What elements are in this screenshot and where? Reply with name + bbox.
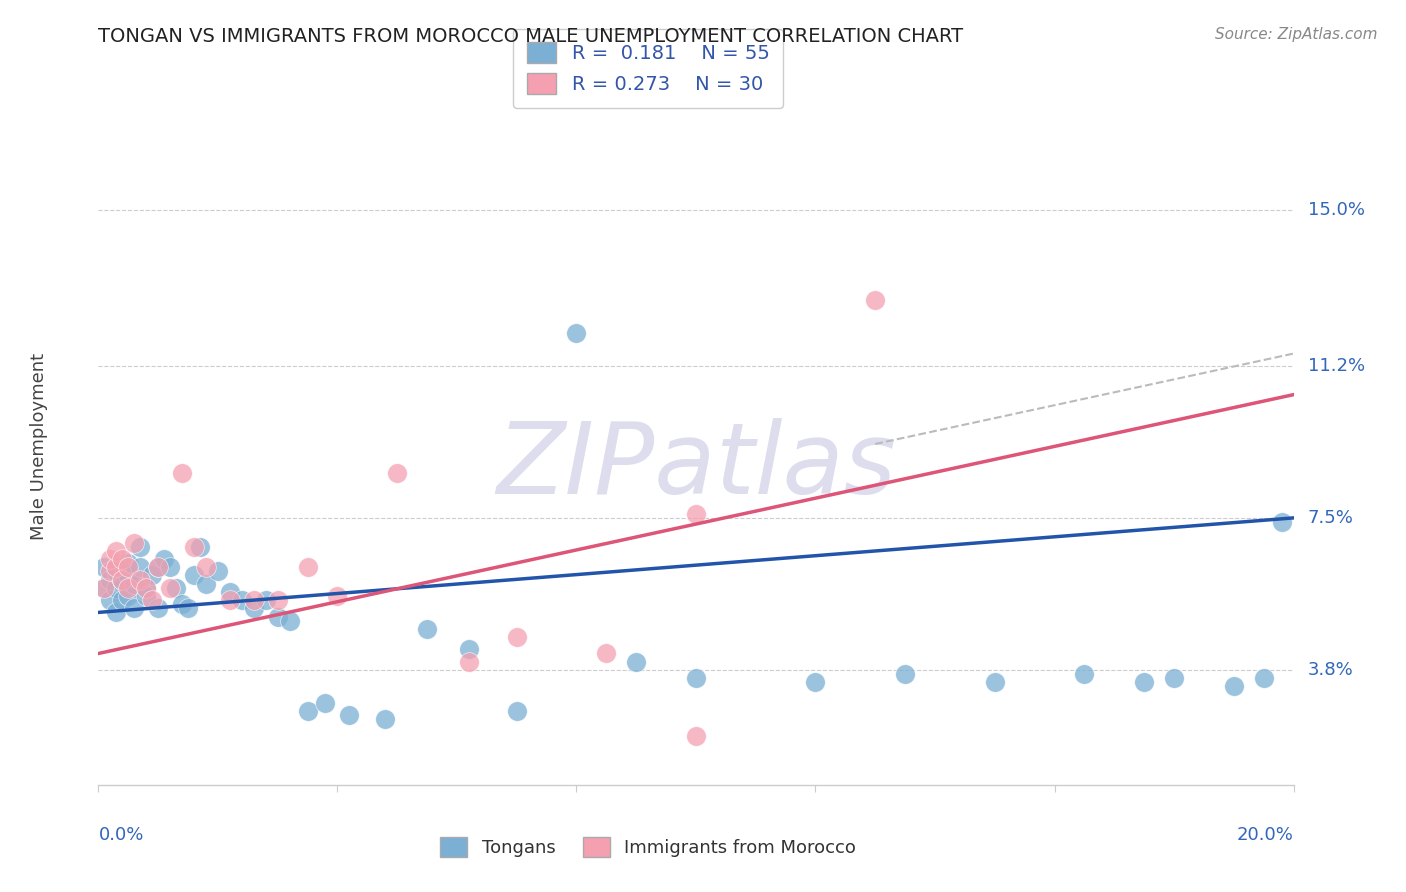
Point xyxy=(297,704,319,718)
Point xyxy=(1253,671,1275,685)
Point xyxy=(385,466,409,480)
Point xyxy=(207,564,229,578)
Point xyxy=(984,675,1007,690)
Text: 7.5%: 7.5% xyxy=(1308,509,1354,527)
Point xyxy=(135,589,157,603)
Point xyxy=(894,667,917,681)
Point xyxy=(565,326,588,340)
Point xyxy=(93,560,115,574)
Text: 15.0%: 15.0% xyxy=(1308,201,1365,219)
Text: Source: ZipAtlas.com: Source: ZipAtlas.com xyxy=(1215,27,1378,42)
Point xyxy=(297,560,319,574)
Point xyxy=(105,560,128,574)
Point xyxy=(243,601,266,615)
Point xyxy=(98,593,122,607)
Point xyxy=(183,540,205,554)
Text: 20.0%: 20.0% xyxy=(1237,826,1294,844)
Point xyxy=(124,576,146,591)
Point xyxy=(177,601,200,615)
Point xyxy=(231,593,253,607)
Legend: Tongans, Immigrants from Morocco: Tongans, Immigrants from Morocco xyxy=(433,830,863,864)
Text: Male Unemployment: Male Unemployment xyxy=(30,352,48,540)
Point xyxy=(195,576,218,591)
Point xyxy=(148,601,170,615)
Point xyxy=(1223,679,1246,693)
Point xyxy=(1163,671,1185,685)
Point xyxy=(626,655,648,669)
Point xyxy=(124,601,146,615)
Point xyxy=(111,573,134,587)
Point xyxy=(804,675,827,690)
Point xyxy=(172,466,194,480)
Point xyxy=(1133,675,1156,690)
Point xyxy=(129,540,152,554)
Point xyxy=(685,671,707,685)
Point xyxy=(141,593,163,607)
Point xyxy=(117,581,139,595)
Point xyxy=(129,560,152,574)
Point xyxy=(141,568,163,582)
Point xyxy=(165,581,187,595)
Point xyxy=(98,573,122,587)
Point xyxy=(111,573,134,587)
Point xyxy=(458,642,481,657)
Text: 3.8%: 3.8% xyxy=(1308,661,1354,679)
Point xyxy=(111,593,134,607)
Point xyxy=(159,560,181,574)
Point xyxy=(117,556,139,570)
Point xyxy=(506,704,529,718)
Point xyxy=(135,581,157,595)
Point xyxy=(865,293,887,307)
Point xyxy=(111,552,134,566)
Point xyxy=(278,614,301,628)
Point xyxy=(172,597,194,611)
Point xyxy=(219,593,242,607)
Point xyxy=(195,560,218,574)
Point xyxy=(93,581,115,595)
Point xyxy=(416,622,439,636)
Point xyxy=(153,552,176,566)
Point xyxy=(267,593,290,607)
Point xyxy=(98,564,122,578)
Point xyxy=(105,543,128,558)
Point xyxy=(124,535,146,549)
Point xyxy=(219,585,242,599)
Point xyxy=(243,593,266,607)
Point xyxy=(1271,515,1294,529)
Point xyxy=(685,507,707,521)
Point xyxy=(506,630,529,644)
Text: 0.0%: 0.0% xyxy=(98,826,143,844)
Point xyxy=(148,560,170,574)
Point xyxy=(129,573,152,587)
Point xyxy=(117,560,139,574)
Point xyxy=(188,540,211,554)
Text: 11.2%: 11.2% xyxy=(1308,357,1365,375)
Point xyxy=(105,606,128,620)
Point xyxy=(267,609,290,624)
Point xyxy=(374,712,396,726)
Text: ZIPatlas: ZIPatlas xyxy=(496,417,896,515)
Point xyxy=(148,560,170,574)
Text: TONGAN VS IMMIGRANTS FROM MOROCCO MALE UNEMPLOYMENT CORRELATION CHART: TONGAN VS IMMIGRANTS FROM MOROCCO MALE U… xyxy=(98,27,963,45)
Point xyxy=(135,581,157,595)
Point xyxy=(458,655,481,669)
Point xyxy=(595,647,617,661)
Point xyxy=(685,729,707,743)
Point xyxy=(98,552,122,566)
Point xyxy=(117,568,139,582)
Point xyxy=(117,589,139,603)
Point xyxy=(105,564,128,578)
Point xyxy=(1073,667,1095,681)
Point xyxy=(326,589,349,603)
Point xyxy=(315,696,337,710)
Point xyxy=(105,581,128,595)
Point xyxy=(254,593,277,607)
Point xyxy=(159,581,181,595)
Point xyxy=(93,581,115,595)
Point xyxy=(339,708,361,723)
Point xyxy=(183,568,205,582)
